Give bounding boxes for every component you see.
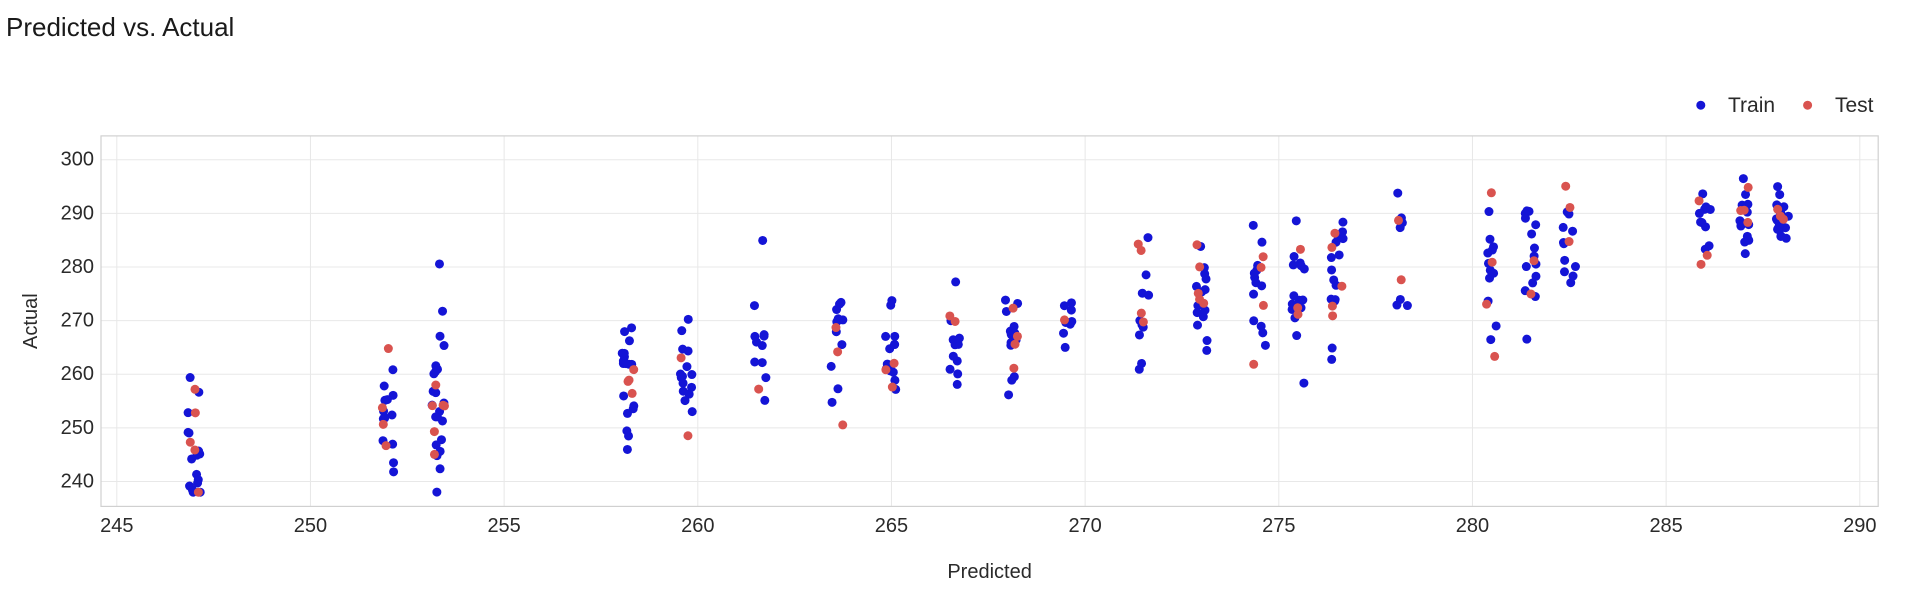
svg-text:265: 265 <box>875 515 908 537</box>
svg-text:280: 280 <box>61 256 94 278</box>
svg-text:290: 290 <box>61 202 94 224</box>
svg-text:250: 250 <box>61 417 94 439</box>
svg-text:260: 260 <box>681 515 714 537</box>
svg-text:300: 300 <box>61 149 94 171</box>
svg-text:245: 245 <box>100 515 133 537</box>
svg-text:270: 270 <box>1068 515 1101 537</box>
svg-text:285: 285 <box>1649 515 1682 537</box>
svg-text:Predicted: Predicted <box>947 561 1032 583</box>
svg-text:255: 255 <box>487 515 520 537</box>
svg-text:260: 260 <box>61 363 94 385</box>
svg-text:290: 290 <box>1843 515 1876 537</box>
svg-text:Train: Train <box>1728 94 1775 117</box>
svg-text:250: 250 <box>294 515 327 537</box>
svg-text:270: 270 <box>61 310 94 332</box>
svg-text:Test: Test <box>1835 94 1874 117</box>
svg-text:240: 240 <box>61 471 94 493</box>
svg-text:275: 275 <box>1262 515 1295 537</box>
svg-text:280: 280 <box>1456 515 1489 537</box>
svg-text:Actual: Actual <box>20 293 42 349</box>
